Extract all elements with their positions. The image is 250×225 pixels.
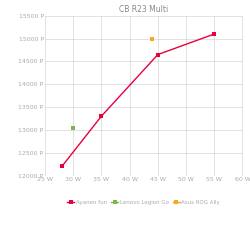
Ayaneo fun [60,165,64,168]
Ayaneo fun [156,53,159,56]
Ayaneo fun [100,115,103,117]
Line: Ayaneo fun: Ayaneo fun [60,32,216,168]
Legend: Ayaneo fun, Lenovo Legion Go, Asus ROG Ally: Ayaneo fun, Lenovo Legion Go, Asus ROG A… [65,198,222,207]
Title: CB R23 Multi: CB R23 Multi [119,4,168,13]
Ayaneo fun [213,33,216,35]
